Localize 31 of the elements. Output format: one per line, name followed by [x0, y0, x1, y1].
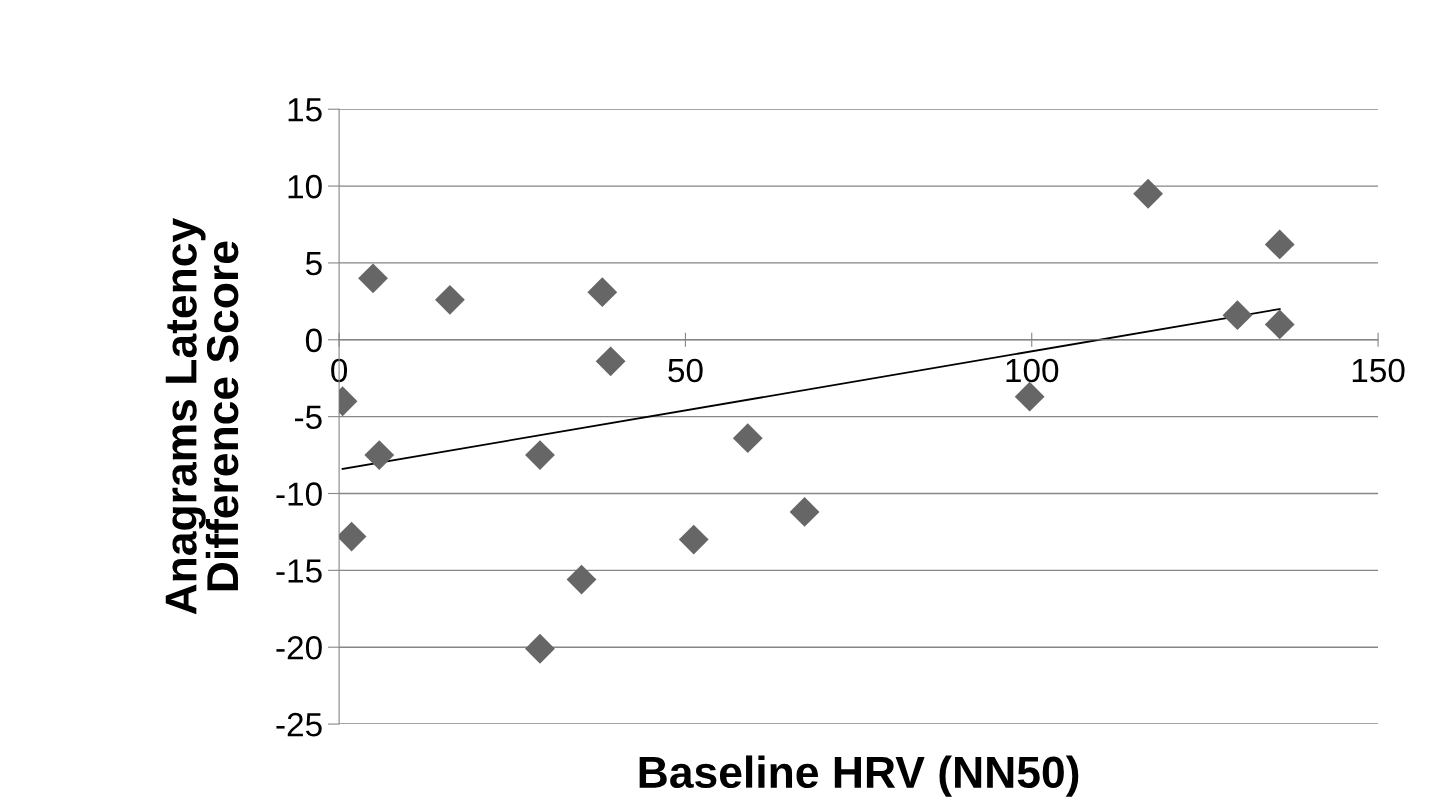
- point: [789, 497, 820, 527]
- y-tick-label: -25: [276, 712, 322, 737]
- y-axis-title: Anagrams Latency Difference Score: [165, 218, 239, 615]
- y-tick-label: 5: [305, 252, 322, 276]
- point: [566, 564, 597, 595]
- point: [1222, 300, 1253, 331]
- y-tick-label: -15: [276, 559, 322, 583]
- point: [1264, 309, 1295, 340]
- point: [1133, 178, 1163, 209]
- point: [678, 524, 709, 555]
- point: [364, 440, 395, 470]
- x-tick-label: 150: [1352, 358, 1405, 383]
- x-tick-label: 50: [668, 358, 703, 383]
- y-tick-label: 0: [305, 328, 322, 353]
- y-tick-label: -20: [276, 636, 322, 660]
- point: [525, 633, 555, 664]
- x-tick-label: 100: [1006, 358, 1059, 383]
- point: [595, 346, 626, 377]
- x-tick-label: 0: [331, 358, 348, 383]
- point: [732, 423, 763, 454]
- point: [1264, 229, 1295, 260]
- point: [435, 284, 465, 315]
- y-tick-label: 15: [288, 98, 322, 122]
- point: [1014, 381, 1045, 412]
- y-tick-label: -5: [294, 405, 322, 430]
- x-axis-title: Baseline HRV (NN50): [639, 755, 1079, 797]
- point: [525, 440, 555, 470]
- point: [587, 277, 618, 308]
- point: [358, 263, 388, 294]
- y-tick-label: 10: [288, 174, 322, 199]
- y-tick-label: -10: [276, 482, 322, 506]
